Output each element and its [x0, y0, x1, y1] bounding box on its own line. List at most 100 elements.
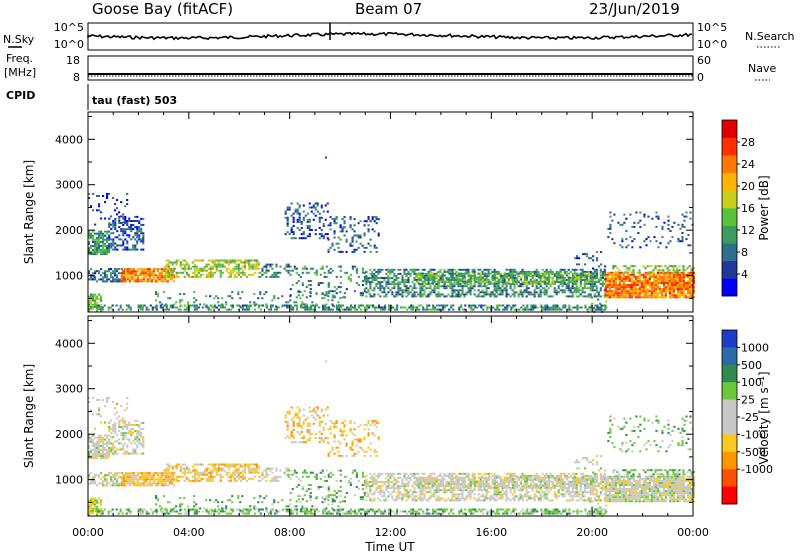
power-cell: [375, 246, 378, 249]
power-cell: [576, 272, 579, 275]
power-cell: [682, 280, 686, 282]
power-cell: [622, 294, 625, 297]
power-cell: [296, 227, 299, 229]
power-cell: [571, 295, 574, 298]
power-cell: [407, 293, 410, 296]
power-cell: [613, 242, 616, 245]
velocity-cell: [225, 471, 228, 474]
velocity-cell: [227, 479, 230, 482]
velocity-cell: [452, 512, 455, 515]
power-cell: [479, 268, 482, 271]
velocity-cell: [167, 465, 170, 468]
power-cell: [499, 280, 502, 283]
power-cell: [451, 282, 454, 285]
power-cell: [620, 296, 623, 299]
power-cell: [285, 265, 288, 268]
power-cell: [455, 295, 458, 298]
power-cell: [90, 293, 93, 296]
power-cell: [140, 268, 143, 271]
velocity-cell: [122, 478, 125, 481]
power-cell: [684, 282, 688, 284]
power-cell: [616, 275, 619, 278]
power-cell: [321, 282, 324, 284]
power-cell: [116, 276, 119, 279]
power-cell: [156, 274, 159, 277]
velocity-cell: [122, 438, 125, 441]
power-cell: [667, 223, 670, 226]
power-cell: [286, 222, 289, 225]
power-cell: [523, 270, 526, 273]
power-cell: [690, 290, 694, 293]
power-cell: [114, 270, 117, 273]
power-cell: [604, 282, 607, 284]
power-cell: [599, 287, 602, 290]
velocity-cell: [217, 463, 220, 466]
velocity-cell: [265, 471, 268, 474]
power-cell: [245, 259, 248, 262]
power-cell: [120, 201, 123, 204]
power-cell: [672, 269, 675, 272]
velocity-cell: [177, 463, 180, 466]
power-cell: [253, 301, 256, 304]
power-cell: [366, 306, 369, 309]
power-cell: [92, 276, 95, 279]
velocity-cell: [114, 478, 117, 481]
power-cell: [519, 272, 523, 275]
velocity-cell: [140, 436, 143, 439]
power-cell: [606, 286, 609, 289]
power-cell: [366, 304, 369, 307]
power-cell: [511, 278, 515, 281]
power-cell: [575, 287, 578, 290]
power-cell: [90, 247, 93, 249]
power-cell: [548, 306, 551, 309]
power-cell: [373, 295, 376, 298]
velocity-cell: [126, 428, 129, 430]
power-cell: [596, 257, 599, 260]
power-cell: [155, 293, 158, 296]
power-cell: [431, 291, 434, 294]
power-cell: [114, 278, 117, 281]
velocity-cell: [154, 472, 157, 475]
velocity-cell: [151, 510, 154, 513]
velocity-cell: [384, 512, 387, 515]
power-cell: [134, 272, 137, 275]
power-cell: [598, 265, 601, 268]
power-cell: [594, 304, 597, 307]
power-cell: [296, 202, 299, 205]
power-cell: [299, 306, 303, 309]
power-cell: [98, 272, 101, 275]
power-cell: [567, 287, 570, 290]
velocity-cell: [255, 463, 258, 466]
power-cell: [537, 287, 540, 290]
power-cell: [373, 268, 376, 271]
velocity-cell: [102, 438, 105, 441]
power-cell: [628, 267, 631, 270]
velocity-cell: [301, 510, 305, 513]
velocity-cell: [136, 444, 139, 447]
power-cell: [124, 230, 127, 233]
power-cell: [690, 269, 693, 272]
power-cell: [378, 306, 381, 309]
power-cell: [643, 213, 646, 216]
power-cell: [351, 236, 354, 239]
power-cell: [514, 304, 517, 307]
power-cell: [137, 304, 140, 307]
velocity-cell: [126, 480, 129, 483]
power-cell: [265, 275, 268, 278]
power-cell: [387, 279, 390, 281]
power-cell: [524, 308, 527, 311]
power-cell: [140, 274, 143, 277]
power-cell: [265, 306, 268, 309]
power-cell: [439, 285, 442, 288]
power-cell: [221, 297, 224, 300]
power-cell: [155, 308, 158, 311]
power-cell: [415, 280, 418, 283]
power-cell: [545, 270, 548, 273]
power-cell: [277, 297, 280, 300]
power-cell: [261, 267, 264, 270]
power-cell: [631, 246, 634, 249]
power-cell: [88, 272, 91, 275]
power-cell: [219, 265, 222, 268]
velocity-cell: [132, 450, 135, 453]
power-cell: [92, 240, 95, 243]
